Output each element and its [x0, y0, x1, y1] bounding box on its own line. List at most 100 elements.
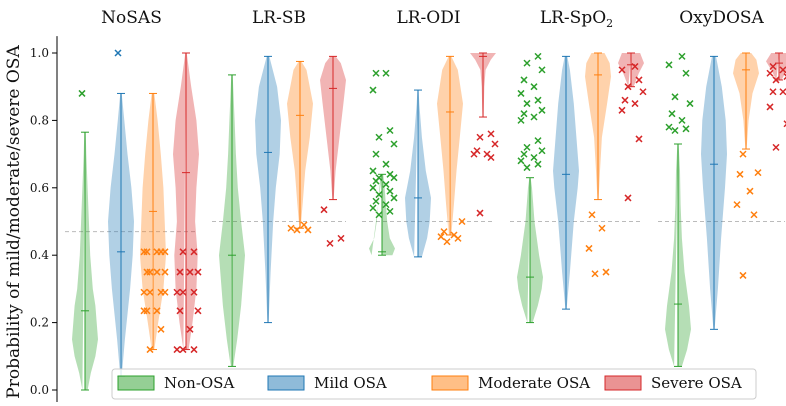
outlier-marker: [390, 194, 398, 202]
outlier-marker: [372, 197, 380, 205]
outlier-marker: [534, 52, 542, 60]
legend-swatch: [267, 375, 305, 391]
outlier-marker: [538, 106, 546, 114]
outlier-marker: [783, 73, 786, 81]
outlier-marker: [190, 248, 198, 256]
outlier-marker: [618, 106, 626, 114]
outlier-marker: [534, 160, 542, 168]
outlier-marker: [194, 307, 202, 315]
outlier-marker: [179, 346, 187, 354]
outlier-marker: [517, 89, 525, 97]
outlier-marker: [173, 288, 181, 296]
outlier-marker: [585, 244, 593, 252]
outlier-marker: [530, 113, 538, 121]
outlier-marker: [739, 271, 747, 279]
outlier-marker: [746, 187, 754, 195]
outlier-marker: [382, 69, 390, 77]
legend-swatch: [117, 375, 155, 391]
outlier-marker: [153, 268, 161, 276]
outlier-marker: [386, 170, 394, 178]
outlier-marker: [639, 88, 647, 96]
outlier-markers: [78, 49, 786, 354]
outlier-marker: [326, 239, 334, 247]
outlier-marker: [186, 325, 194, 333]
outlier-marker: [739, 150, 747, 158]
outlier-marker: [618, 66, 626, 74]
outlier-marker: [523, 143, 531, 151]
outlier-marker: [458, 217, 466, 226]
legend-swatch: [604, 375, 642, 391]
outlier-marker: [369, 184, 377, 192]
outlier-marker: [487, 130, 495, 138]
outlier-marker: [320, 206, 328, 214]
outlier-marker: [390, 140, 398, 148]
outlier-marker: [375, 211, 383, 219]
outlier-marker: [769, 62, 777, 71]
y-axis-label: Probability of mild/moderate/severe OSA: [4, 45, 24, 399]
outlier-marker: [686, 100, 694, 108]
outlier-marker: [194, 268, 202, 276]
outlier-marker: [382, 201, 390, 209]
outlier-marker: [678, 116, 686, 124]
outlier-marker: [179, 288, 187, 296]
outlier-marker: [78, 89, 86, 97]
outlier-marker: [671, 93, 679, 101]
outlier-marker: [157, 325, 165, 333]
outlier-marker: [750, 211, 758, 219]
outlier-marker: [520, 76, 528, 84]
outlier-marker: [682, 125, 690, 133]
outlier-marker: [176, 268, 184, 276]
y-tick-label: 0.0: [30, 383, 49, 397]
outlier-marker: [190, 346, 198, 354]
outlier-marker: [153, 307, 161, 315]
outlier-marker: [157, 288, 165, 296]
outlier-marker: [517, 116, 525, 124]
outlier-marker: [530, 83, 538, 91]
outlier-marker: [602, 268, 610, 276]
outlier-marker: [665, 123, 673, 131]
outlier-marker: [766, 103, 774, 111]
legend: Non-OSA Mild OSA Moderate OSA Severe OSA: [111, 368, 757, 400]
y-tick-label: 0.6: [30, 181, 49, 195]
outlier-marker: [635, 76, 643, 84]
axes: 0.0 0.2 0.4 0.6 0.8 1.0: [30, 36, 58, 402]
outlier-marker: [146, 346, 154, 354]
outlier-marker: [382, 180, 390, 188]
outlier-marker: [176, 307, 184, 315]
outlier-marker: [754, 169, 762, 177]
outlier-marker: [588, 211, 596, 219]
outlier-marker: [591, 270, 599, 278]
outlier-marker: [337, 234, 345, 242]
legend-label: Mild OSA: [314, 374, 387, 392]
outlier-marker: [624, 83, 632, 91]
outlier-marker: [671, 126, 679, 135]
outlier-marker: [534, 137, 542, 145]
outlier-marker: [173, 346, 181, 354]
outlier-marker: [473, 147, 481, 155]
y-tick-label: 1.0: [30, 46, 49, 60]
outlier-marker: [631, 100, 639, 108]
outlier-marker: [523, 100, 531, 108]
outlier-marker: [772, 143, 780, 151]
y-tick-label: 0.4: [30, 248, 49, 262]
outlier-marker: [369, 86, 377, 94]
outlier-marker: [386, 187, 394, 195]
outlier-marker: [186, 268, 194, 276]
outlier-marker: [369, 204, 377, 212]
outlier-marker: [476, 209, 484, 217]
outlier-marker: [483, 150, 491, 158]
outlier-marker: [161, 248, 169, 256]
outlier-marker: [779, 66, 786, 74]
outlier-marker: [598, 224, 606, 232]
outlier-marker: [523, 59, 531, 67]
outlier-marker: [369, 167, 377, 175]
outlier-marker: [665, 61, 673, 69]
legend-label: Moderate OSA: [478, 374, 590, 392]
panel-title: OxyDOSA: [679, 8, 764, 28]
outlier-marker: [621, 96, 629, 104]
outlier-marker: [300, 221, 308, 229]
violin-body: [766, 53, 786, 80]
outlier-marker: [779, 88, 786, 96]
